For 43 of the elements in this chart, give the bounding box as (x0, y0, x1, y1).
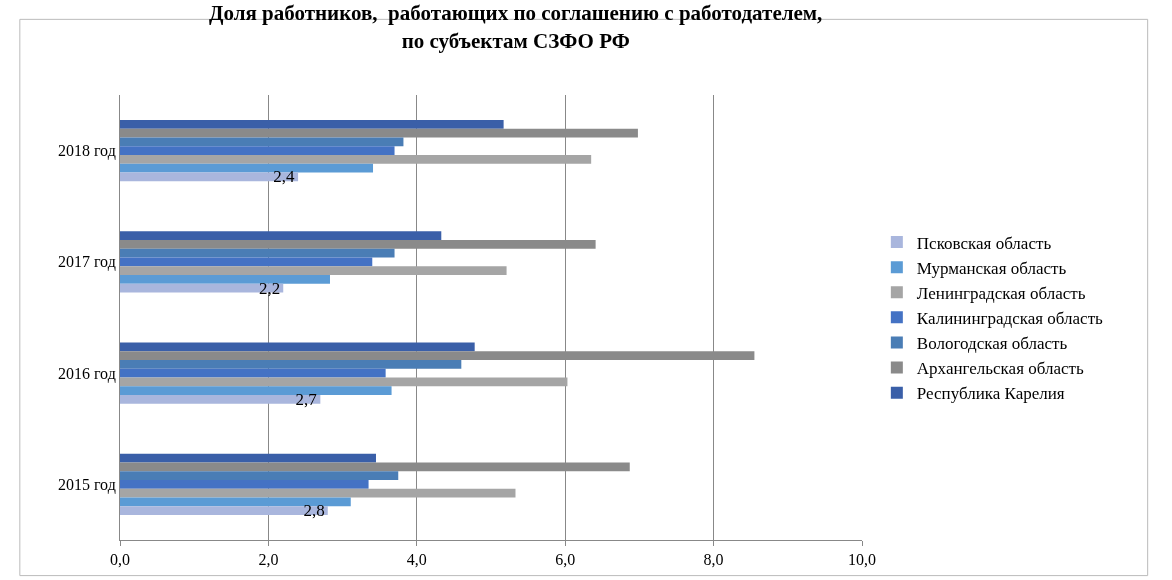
x-tick-label: 8,0 (703, 551, 724, 569)
legend-label: Мурманская область (916, 258, 1067, 278)
y-tick-label: 2017 год (57, 253, 116, 272)
bar (120, 274, 330, 284)
bar (120, 471, 399, 480)
bar (120, 231, 442, 241)
y-tick-label: 2015 год (57, 475, 116, 494)
bar (120, 453, 376, 463)
x-tick-label: 0,0 (110, 551, 130, 569)
bar (120, 360, 462, 369)
bar (120, 120, 504, 129)
legend-label: Калининградская область (916, 308, 1104, 328)
bar (120, 488, 516, 498)
data-label: 2,2 (258, 278, 281, 298)
legend-label: Псковская область (916, 233, 1052, 253)
bar (120, 266, 507, 275)
bar (120, 480, 369, 489)
data-label: 2,8 (303, 501, 325, 521)
x-tick-label: 4,0 (406, 551, 427, 569)
bar (120, 163, 374, 173)
data-label: 2,4 (273, 167, 296, 187)
bar (120, 377, 568, 387)
legend-label: Вологодская область (916, 334, 1068, 354)
x-tick-label: 6,0 (555, 551, 576, 569)
x-tick-label: 2,0 (258, 551, 279, 569)
legend-label: Республика Карелия (916, 384, 1065, 404)
bar (120, 386, 392, 395)
y-tick-label: 2016 год (57, 364, 116, 383)
bar (120, 137, 404, 147)
bar (120, 497, 351, 507)
bar (120, 172, 299, 182)
legend-label: Ленинградская область (916, 283, 1086, 303)
legend-label: Архангельская область (916, 359, 1084, 379)
bar (120, 368, 386, 378)
bar (120, 248, 395, 258)
data-label: 2,7 (295, 389, 318, 409)
y-tick-label: 2018 год (57, 142, 116, 161)
chart-title: Доля работников, работающих по соглашению с работодателем, по субъектам СЗФО РФ (208, 1, 823, 53)
bar (120, 155, 592, 164)
bar (120, 342, 475, 352)
x-tick-label: 10,0 (848, 551, 876, 569)
bar (120, 257, 373, 267)
bar (120, 146, 395, 155)
